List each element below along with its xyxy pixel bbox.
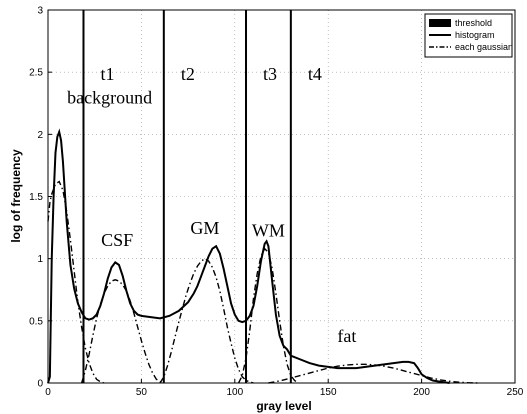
y-tick-label: 0 [37,379,43,390]
y-tick-label: 3 [37,6,43,17]
annotation-label: GM [190,218,219,238]
x-tick-label: 250 [507,387,524,398]
y-tick-label: 2.5 [29,68,43,79]
threshold-label: t1 [100,64,114,84]
y-tick-label: 1.5 [29,192,43,203]
threshold-label: t3 [263,64,277,84]
gaussian-line [159,257,254,384]
annotation-label: WM [252,220,285,240]
x-tick-label: 0 [45,387,51,398]
y-tick-label: 1 [37,254,43,265]
threshold-label: t4 [308,64,322,84]
x-tick-label: 50 [136,387,148,398]
y-axis-label: log of frequency [9,149,23,243]
annotation-label: CSF [101,230,133,250]
x-tick-label: 200 [413,387,430,398]
annotations: background CSF GM WM fat [67,87,356,346]
gaussian-line [268,363,478,384]
legend-entry: histogram [455,30,495,40]
x-axis-label: gray level [256,399,311,413]
legend-entry: each gaussian [455,42,513,52]
legend: threshold histogram each gaussian [424,13,513,58]
series-group [47,128,478,384]
threshold-lines: t1 t2 t3 t4 [82,10,322,383]
x-tick-label: 150 [320,387,337,398]
legend-entry: threshold [455,18,492,28]
annotation-label: fat [337,326,356,346]
gaussian-line [80,279,165,384]
x-axis-ticks: 0 50 100 150 200 250 [45,379,524,398]
y-tick-label: 0.5 [29,316,43,327]
threshold-label: t2 [181,64,195,84]
legend-threshold-swatch [429,19,451,27]
y-tick-label: 2 [37,130,43,141]
x-tick-label: 100 [226,387,243,398]
gaussian-line [237,247,299,384]
annotation-label: background [67,87,152,107]
y-axis-ticks: 0 0.5 1 1.5 2 2.5 3 [29,6,52,390]
histogram-line [47,128,450,384]
